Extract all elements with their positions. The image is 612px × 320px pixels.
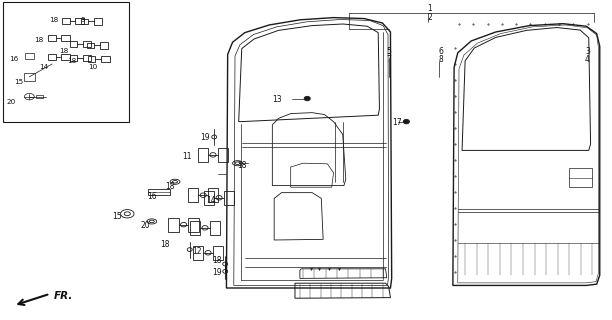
Text: 16: 16 (147, 192, 157, 201)
Text: 18: 18 (160, 240, 170, 249)
Text: 18: 18 (165, 182, 175, 191)
Bar (569, 168, 592, 187)
Text: 13: 13 (272, 95, 282, 104)
Text: 18: 18 (212, 256, 222, 265)
Text: 20: 20 (6, 100, 16, 105)
Text: 2: 2 (427, 13, 432, 22)
Text: 16: 16 (9, 56, 18, 62)
Text: 18: 18 (59, 48, 69, 54)
Ellipse shape (304, 96, 310, 101)
Bar (3, 2, 129, 122)
Text: 18: 18 (67, 58, 77, 64)
Text: 20: 20 (141, 221, 151, 230)
Text: FR.: FR. (54, 291, 73, 301)
Text: 7: 7 (386, 55, 391, 64)
Text: 8: 8 (438, 55, 443, 64)
Text: 3: 3 (585, 47, 590, 56)
Text: 1: 1 (427, 4, 432, 13)
Text: 14: 14 (39, 64, 49, 70)
Text: 18: 18 (34, 37, 44, 43)
Text: 6: 6 (438, 47, 443, 56)
Text: 18: 18 (237, 161, 247, 170)
Text: 9: 9 (80, 17, 85, 23)
Text: 14: 14 (206, 196, 216, 205)
Text: 11: 11 (182, 152, 192, 161)
Text: 18: 18 (49, 17, 59, 23)
Text: 12: 12 (192, 247, 202, 256)
Text: 15: 15 (113, 212, 122, 221)
Text: 19: 19 (212, 268, 222, 277)
Text: 10: 10 (88, 64, 98, 70)
Text: 19: 19 (200, 133, 210, 142)
Text: 4: 4 (585, 55, 590, 64)
Text: 5: 5 (386, 47, 391, 56)
Ellipse shape (403, 119, 409, 124)
Text: 15: 15 (13, 79, 23, 85)
Text: 17: 17 (392, 118, 401, 127)
